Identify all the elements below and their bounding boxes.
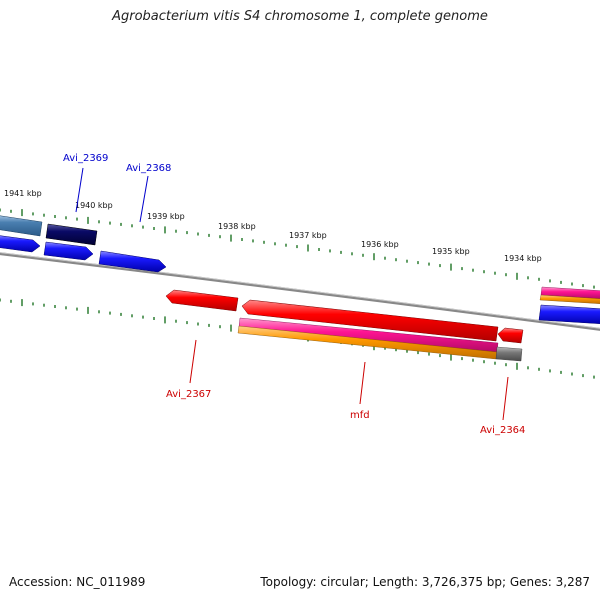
gene-feature-avi-2367[interactable] (165, 289, 239, 312)
leader-line-avi-2369 (75, 167, 84, 213)
scale-label-1937: 1937 kbp (289, 231, 327, 240)
scale-label-1936: 1936 kbp (361, 240, 399, 249)
scale-ticks-upper (0, 208, 595, 289)
gene-feature-blue-mid[interactable] (43, 241, 94, 261)
accession-text: Accession: NC_011989 (9, 575, 146, 589)
gene-feature-avi-2368[interactable] (98, 250, 167, 273)
scale-label-1938: 1938 kbp (218, 222, 256, 231)
leader-line-avi-2368 (139, 175, 149, 223)
topology-text: Topology: circular; Length: 3,726,375 bp… (260, 575, 590, 589)
gene-feature-mfd[interactable] (241, 299, 499, 342)
map-title: Agrobacterium vitis S4 chromosome 1, com… (112, 9, 488, 24)
gene-label-avi-2364[interactable]: Avi_2364 (480, 425, 525, 436)
leader-line-avi-2367 (189, 339, 197, 384)
scale-label-1940: 1940 kbp (75, 201, 113, 210)
gene-label-avi-2369[interactable]: Avi_2369 (63, 153, 108, 164)
gene-feature-blue-right[interactable] (538, 304, 600, 324)
gene-label-avi-2368[interactable]: Avi_2368 (126, 163, 171, 174)
leader-line-mfd (359, 361, 366, 405)
scale-label-1941: 1941 kbp (4, 189, 42, 198)
gene-label-avi-2367[interactable]: Avi_2367 (166, 389, 211, 400)
scale-label-1934: 1934 kbp (504, 254, 542, 263)
genome-backbone (0, 252, 600, 331)
leader-line-avi-2364 (502, 376, 509, 421)
gene-feature-gray[interactable] (495, 346, 523, 362)
genome-backbone-highlight (0, 252, 600, 329)
gene-feature-orange-right[interactable] (539, 294, 600, 304)
scale-label-1935: 1935 kbp (432, 247, 470, 256)
gene-feature-blue-left[interactable] (0, 235, 41, 253)
gene-feature-avi-2369[interactable] (45, 223, 98, 246)
gene-feature-steel[interactable] (0, 215, 43, 237)
gene-label-mfd[interactable]: mfd (350, 410, 370, 421)
scale-label-1939: 1939 kbp (147, 212, 185, 221)
gene-feature-avi-2364[interactable] (497, 327, 524, 344)
